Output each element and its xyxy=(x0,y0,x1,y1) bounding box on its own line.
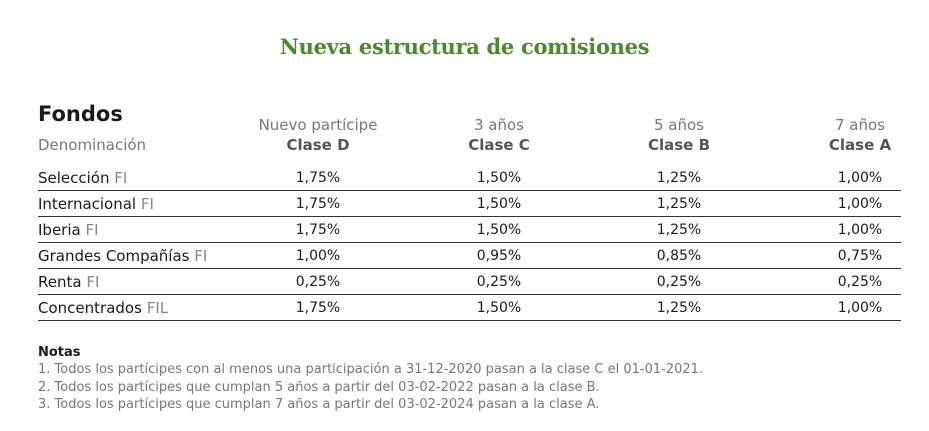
cell-clase-d: 1,75% xyxy=(295,222,341,238)
fund-name: Renta FI xyxy=(38,273,99,291)
fund-name: Grandes Compañías FI xyxy=(38,247,207,265)
fund-name-text: Grandes Compañías xyxy=(38,247,190,265)
fund-name-text: Concentrados xyxy=(38,299,142,317)
fund-name: Selección FI xyxy=(38,169,127,187)
cell-clase-b: 0,25% xyxy=(656,274,702,290)
cell-clase-a: 0,25% xyxy=(837,274,883,290)
cell-clase-b: 0,85% xyxy=(656,248,702,264)
commission-table: Fondos Denominación Nuevo partícipe Clas… xyxy=(38,102,901,321)
fund-type: FI xyxy=(140,195,154,213)
note-line: 3. Todos los partícipes que cumplan 7 añ… xyxy=(38,397,600,412)
table-row: Renta FI 0,25% 0,25% 0,25% 0,25% xyxy=(38,269,901,295)
cell-clase-c: 1,50% xyxy=(476,170,522,186)
notes-section: Notas 1. Todos los partícipes con al men… xyxy=(38,344,898,414)
cell-clase-d: 1,75% xyxy=(295,170,341,186)
column-class: Clase C xyxy=(468,136,530,154)
column-class: Clase A xyxy=(828,136,892,154)
column-class: Clase B xyxy=(647,136,711,154)
fund-name-text: Internacional xyxy=(38,195,137,213)
fund-type: FIL xyxy=(146,299,169,317)
fund-type: FI xyxy=(114,169,128,187)
cell-clase-d: 1,75% xyxy=(295,196,341,212)
cell-clase-b: 1,25% xyxy=(656,196,702,212)
cell-clase-c: 1,50% xyxy=(476,196,522,212)
cell-clase-a: 1,00% xyxy=(837,170,883,186)
column-header-clase-b: 5 años Clase B xyxy=(579,115,779,155)
table-body: Selección FI 1,75% 1,50% 1,25% 1,00% Int… xyxy=(38,165,901,321)
note-line: 2. Todos los partícipes que cumplan 5 añ… xyxy=(38,379,600,395)
fund-name-text: Selección xyxy=(38,169,110,187)
cell-clase-d: 1,00% xyxy=(295,248,341,264)
table-row: Grandes Compañías FI 1,00% 0,95% 0,85% 0… xyxy=(38,243,901,269)
cell-clase-a: 0,75% xyxy=(837,248,883,264)
note-line: 1. Todos los partícipes con al menos una… xyxy=(38,362,704,377)
column-class: Clase D xyxy=(286,136,350,154)
cell-clase-c: 1,50% xyxy=(476,300,522,316)
fund-name: Concentrados FIL xyxy=(38,299,168,317)
column-subtitle: 3 años xyxy=(473,116,524,134)
table-row: Concentrados FIL 1,75% 1,50% 1,25% 1,00% xyxy=(38,295,901,321)
notes-title: Notas xyxy=(38,345,81,360)
denominacion-label: Denominación xyxy=(38,136,147,154)
column-header-clase-c: 3 años Clase C xyxy=(399,115,599,155)
fondos-heading: Fondos xyxy=(38,102,123,126)
fund-name-text: Iberia xyxy=(38,221,81,239)
column-header-clase-a: 7 años Clase A xyxy=(760,115,929,155)
fund-name-text: Renta xyxy=(38,273,82,291)
cell-clase-c: 1,50% xyxy=(476,222,522,238)
table-row: Selección FI 1,75% 1,50% 1,25% 1,00% xyxy=(38,165,901,191)
cell-clase-a: 1,00% xyxy=(837,222,883,238)
fund-type: FI xyxy=(194,247,208,265)
table-row: Iberia FI 1,75% 1,50% 1,25% 1,00% xyxy=(38,217,901,243)
fund-name: Iberia FI xyxy=(38,221,99,239)
cell-clase-a: 1,00% xyxy=(837,196,883,212)
fund-type: FI xyxy=(85,221,99,239)
cell-clase-c: 0,95% xyxy=(476,248,522,264)
cell-clase-d: 0,25% xyxy=(295,274,341,290)
fund-name: Internacional FI xyxy=(38,195,154,213)
page-title: Nueva estructura de comisiones xyxy=(279,34,650,59)
column-subtitle: Nuevo partícipe xyxy=(258,116,378,134)
cell-clase-b: 1,25% xyxy=(656,222,702,238)
fund-type: FI xyxy=(86,273,100,291)
column-header-clase-d: Nuevo partícipe Clase D xyxy=(218,115,418,155)
column-subtitle: 5 años xyxy=(653,116,704,134)
column-subtitle: 7 años xyxy=(834,116,885,134)
table-header: Fondos Denominación Nuevo partícipe Clas… xyxy=(38,102,901,164)
cell-clase-b: 1,25% xyxy=(656,170,702,186)
cell-clase-a: 1,00% xyxy=(837,300,883,316)
cell-clase-d: 1,75% xyxy=(295,300,341,316)
table-row: Internacional FI 1,75% 1,50% 1,25% 1,00% xyxy=(38,191,901,217)
cell-clase-b: 1,25% xyxy=(656,300,702,316)
cell-clase-c: 0,25% xyxy=(476,274,522,290)
